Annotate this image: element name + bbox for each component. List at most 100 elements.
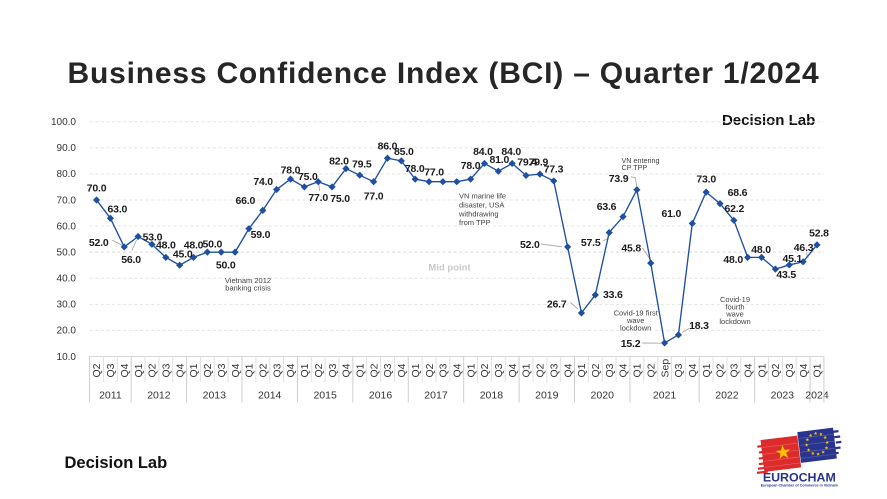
- svg-text:Q4: Q4: [451, 363, 463, 377]
- svg-text:48.0: 48.0: [723, 254, 743, 266]
- svg-text:2014: 2014: [258, 390, 282, 402]
- svg-text:Q1: Q1: [354, 363, 366, 377]
- svg-text:45.1: 45.1: [782, 253, 802, 265]
- svg-text:53.0: 53.0: [143, 231, 163, 243]
- svg-text:Q1: Q1: [812, 363, 824, 377]
- svg-text:Vietnam 2012: Vietnam 2012: [225, 276, 271, 285]
- svg-text:2017: 2017: [424, 390, 448, 402]
- svg-text:Q4: Q4: [119, 363, 131, 377]
- svg-text:Q2: Q2: [257, 363, 269, 377]
- svg-text:52.8: 52.8: [809, 227, 829, 239]
- svg-text:48.0: 48.0: [751, 244, 771, 256]
- svg-text:48.0: 48.0: [184, 239, 204, 251]
- svg-text:Covid-19: Covid-19: [720, 295, 750, 304]
- svg-text:Sep: Sep: [659, 359, 671, 378]
- svg-text:Q2: Q2: [479, 363, 491, 377]
- svg-text:Q1: Q1: [632, 363, 644, 377]
- svg-text:CP TPP: CP TPP: [622, 163, 648, 172]
- svg-text:90.0: 90.0: [57, 143, 77, 154]
- svg-text:75.0: 75.0: [330, 193, 350, 205]
- svg-text:84.0: 84.0: [501, 146, 521, 158]
- svg-text:wave: wave: [626, 316, 645, 325]
- svg-text:lockdown: lockdown: [620, 323, 651, 332]
- svg-text:52.0: 52.0: [520, 239, 540, 251]
- svg-text:62.2: 62.2: [725, 203, 745, 215]
- svg-text:70.0: 70.0: [87, 183, 107, 195]
- svg-text:Q2: Q2: [590, 363, 602, 377]
- svg-text:2015: 2015: [313, 390, 337, 402]
- svg-text:50.0: 50.0: [216, 259, 236, 271]
- svg-text:2024: 2024: [805, 390, 829, 402]
- svg-text:wave: wave: [725, 310, 744, 319]
- svg-text:45.8: 45.8: [621, 243, 641, 255]
- svg-text:Q3: Q3: [438, 363, 450, 377]
- svg-text:2023: 2023: [771, 390, 795, 402]
- svg-text:Q2: Q2: [313, 363, 325, 377]
- svg-text:Q1: Q1: [701, 363, 713, 377]
- svg-text:60.0: 60.0: [57, 221, 77, 232]
- svg-text:30.0: 30.0: [57, 300, 77, 311]
- svg-text:2020: 2020: [591, 390, 615, 402]
- svg-text:15.2: 15.2: [621, 338, 641, 350]
- svg-text:Q3: Q3: [382, 363, 394, 377]
- svg-text:Q4: Q4: [798, 363, 810, 377]
- svg-text:Q3: Q3: [327, 363, 339, 377]
- svg-text:61.0: 61.0: [661, 208, 681, 220]
- svg-text:Q4: Q4: [285, 363, 297, 377]
- svg-text:Q2: Q2: [147, 363, 159, 377]
- svg-text:Q4: Q4: [687, 363, 699, 377]
- svg-text:2019: 2019: [535, 390, 559, 402]
- svg-text:Q3: Q3: [784, 363, 796, 377]
- svg-text:80.0: 80.0: [57, 169, 77, 180]
- svg-text:20.0: 20.0: [57, 326, 77, 337]
- svg-text:78.0: 78.0: [405, 163, 425, 175]
- svg-text:Q4: Q4: [562, 363, 574, 377]
- svg-text:40.0: 40.0: [57, 274, 77, 285]
- svg-text:43.5: 43.5: [776, 269, 796, 281]
- svg-text:56.0: 56.0: [121, 254, 141, 266]
- svg-text:86.0: 86.0: [378, 140, 398, 152]
- svg-text:52.0: 52.0: [89, 237, 109, 249]
- svg-text:2011: 2011: [99, 390, 122, 402]
- svg-text:Q1: Q1: [410, 363, 422, 377]
- svg-text:68.6: 68.6: [728, 187, 748, 199]
- svg-text:disaster, USA: disaster, USA: [459, 200, 504, 209]
- svg-text:Q1: Q1: [465, 363, 477, 377]
- svg-text:75.0: 75.0: [298, 171, 318, 183]
- svg-text:Q3: Q3: [105, 363, 117, 377]
- svg-text:59.0: 59.0: [251, 229, 271, 241]
- svg-text:Decision Lab: Decision Lab: [65, 454, 168, 472]
- svg-text:74.0: 74.0: [253, 176, 273, 188]
- svg-text:Q4: Q4: [341, 363, 353, 377]
- svg-text:Q2: Q2: [91, 363, 103, 377]
- svg-text:Q3: Q3: [729, 363, 741, 377]
- svg-text:Q4: Q4: [507, 363, 519, 377]
- svg-text:Q1: Q1: [244, 363, 256, 377]
- svg-text:VN marine life: VN marine life: [459, 192, 506, 201]
- svg-text:Decision Lab: Decision Lab: [722, 112, 815, 129]
- svg-text:Q2: Q2: [715, 363, 727, 377]
- svg-text:81.0: 81.0: [489, 154, 509, 166]
- svg-text:Q3: Q3: [604, 363, 616, 377]
- svg-text:Q4: Q4: [742, 363, 754, 377]
- svg-text:Q3: Q3: [493, 363, 505, 377]
- svg-text:33.6: 33.6: [603, 289, 623, 301]
- svg-text:10.0: 10.0: [57, 352, 77, 363]
- svg-text:fourth: fourth: [725, 302, 744, 311]
- svg-text:banking crisis: banking crisis: [225, 283, 271, 292]
- svg-text:26.7: 26.7: [547, 299, 567, 311]
- svg-text:Q1: Q1: [576, 363, 588, 377]
- svg-text:63.0: 63.0: [108, 203, 128, 215]
- svg-text:2013: 2013: [203, 390, 227, 402]
- svg-text:50.0: 50.0: [203, 238, 223, 250]
- svg-text:European Chamber of Commerce i: European Chamber of Commerce in Vietnam: [761, 484, 839, 488]
- svg-text:77.0: 77.0: [424, 166, 444, 178]
- svg-text:79.9: 79.9: [529, 157, 549, 169]
- svg-text:Covid-19 first: Covid-19 first: [614, 309, 659, 318]
- svg-text:73.9: 73.9: [609, 173, 629, 185]
- svg-text:Q2: Q2: [202, 363, 214, 377]
- svg-text:50.0: 50.0: [57, 247, 77, 258]
- svg-text:77.0: 77.0: [364, 190, 384, 202]
- svg-text:78.0: 78.0: [461, 160, 481, 172]
- svg-text:79.5: 79.5: [352, 158, 372, 170]
